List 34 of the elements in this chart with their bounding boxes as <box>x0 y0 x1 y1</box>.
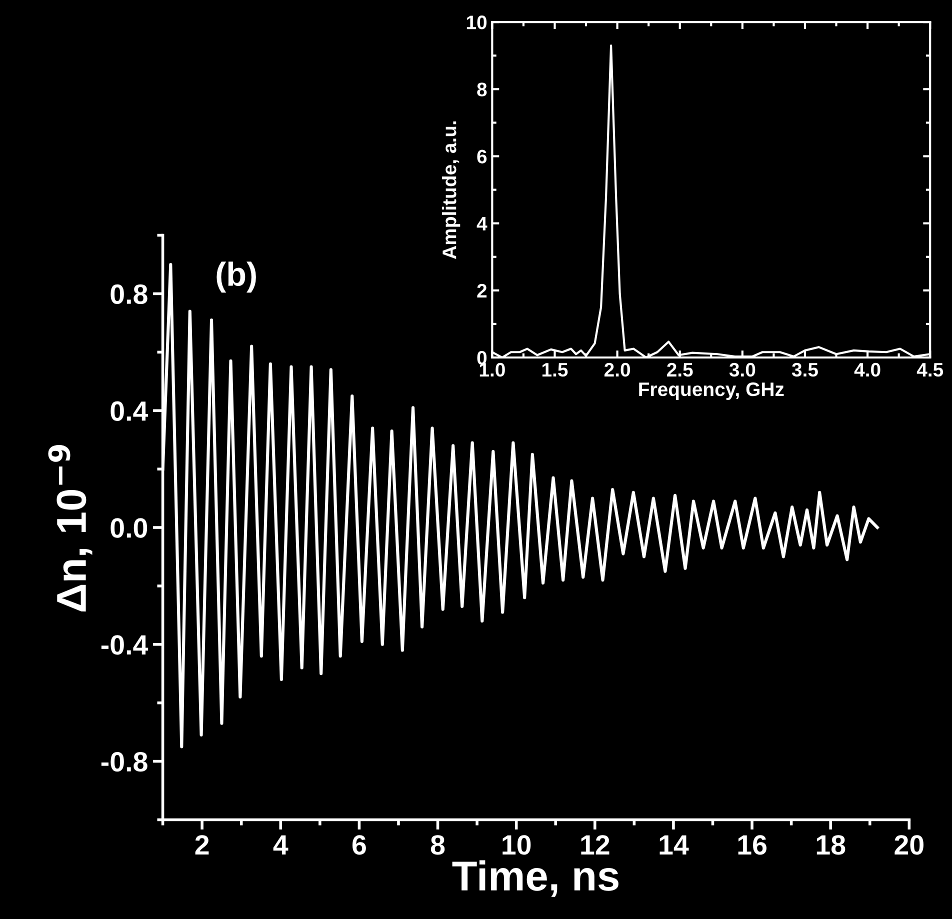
y-tick-label: 2 <box>477 284 487 298</box>
y-tick-label: 6 <box>477 150 487 164</box>
y-axis-title: Δn, 10$^{−9}$ <box>48 444 92 612</box>
x-tick-label: 10 <box>502 835 531 855</box>
x-axis-title: Frequency, GHz <box>639 382 784 400</box>
y-tick-label: 4 <box>476 216 488 230</box>
y-tick-label: 10 <box>466 16 487 30</box>
x-tick-label: 4.0 <box>854 362 880 377</box>
x-tick-label: 2.0 <box>604 362 630 377</box>
y-tick-label: 8 <box>477 82 487 96</box>
x-tick-label: 3.0 <box>729 362 756 377</box>
x-tick-label: 8 <box>430 835 445 855</box>
x-tick-label: 20 <box>894 835 924 855</box>
x-tick-label: 14 <box>660 835 689 854</box>
x-tick-label: 2 <box>195 835 209 854</box>
x-tick-label: 4 <box>273 835 288 854</box>
x-tick-label: 1.5 <box>542 363 568 377</box>
y-tick-label: -0.4 <box>101 635 148 655</box>
x-tick-label: 2.5 <box>667 362 693 377</box>
y-tick-label: -0.8 <box>101 752 148 772</box>
x-tick-label: 1.0 <box>480 362 505 377</box>
x-axis-title: Time, ns <box>452 860 618 897</box>
x-tick-label: 18 <box>816 835 846 855</box>
y-axis-title: Amplitude, a.u. <box>442 121 460 259</box>
y-tick-label: 0.0 <box>110 518 148 538</box>
x-tick-label: 4.5 <box>916 363 944 377</box>
annotation: (b) <box>216 262 256 293</box>
y-tick-label: 0 <box>477 350 487 365</box>
x-tick-label: 16 <box>738 835 766 855</box>
x-tick-label: 12 <box>581 835 610 854</box>
y-tick-label: 0.8 <box>110 284 148 304</box>
x-tick-label: 6 <box>352 835 366 855</box>
x-tick-label: 3.5 <box>792 362 818 377</box>
y-tick-label: 0.4 <box>110 401 148 421</box>
